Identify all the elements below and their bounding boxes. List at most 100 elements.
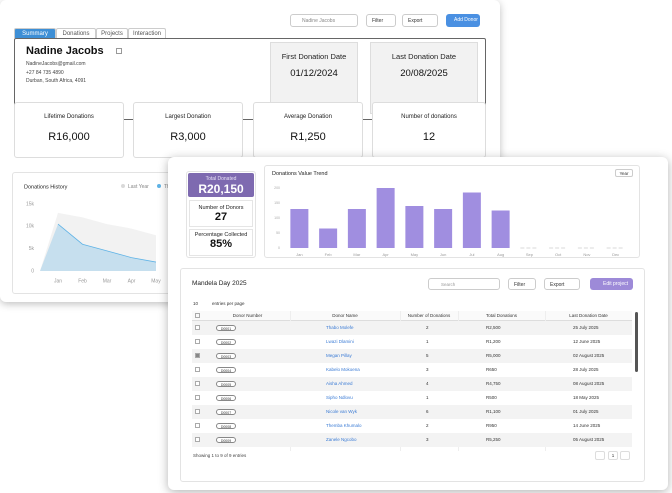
table-cell: 08 August 2025 xyxy=(573,381,605,386)
stat-value: R1,250 xyxy=(290,131,326,143)
year-button[interactable]: Year xyxy=(615,169,633,177)
table-cell: 5 xyxy=(426,353,429,358)
donor-name-link[interactable]: Sipho Ndlovu xyxy=(326,395,353,400)
row-checkbox[interactable] xyxy=(195,381,200,386)
table-cell: 25 July 2025 xyxy=(573,325,599,330)
export-button[interactable]: Export xyxy=(402,14,438,27)
date-label: Last Donation Date xyxy=(391,52,457,61)
table-search[interactable]: Search xyxy=(428,278,500,290)
table-cell: 2 xyxy=(426,325,429,330)
pct-box xyxy=(189,229,253,256)
donor-number-badge: D0004 xyxy=(216,367,236,373)
table-cell: 01 July 2025 xyxy=(573,409,599,414)
donor-number-badge: D0001 xyxy=(216,325,236,331)
donor-name-link[interactable]: Aisha Ahmed xyxy=(326,381,353,386)
row-checkbox[interactable] xyxy=(195,423,200,428)
donor-name: Nadine Jacobs xyxy=(26,45,104,57)
donor-number-badge: D0006 xyxy=(216,395,236,401)
date-value: 01/12/2024 xyxy=(290,68,338,79)
donor-name-link[interactable]: Thabo Molefe xyxy=(326,325,354,330)
next-page[interactable] xyxy=(620,451,630,460)
donor-name-link[interactable]: Themba Khumalo xyxy=(326,423,362,428)
table-title: Mandela Day 2025 xyxy=(192,280,247,287)
table-row xyxy=(192,321,632,335)
table-cell: 3 xyxy=(426,367,429,372)
row-checkbox[interactable] xyxy=(195,339,200,344)
table-row xyxy=(192,405,632,419)
table-row xyxy=(192,419,632,433)
table-cell: 4 xyxy=(426,381,429,386)
row-checkbox[interactable] xyxy=(195,353,200,358)
search-box[interactable]: Nadine Jacobs xyxy=(290,14,358,27)
tab[interactable]: Projects xyxy=(96,28,128,38)
total-label: Total Donated xyxy=(205,176,237,182)
table-footer: Showing 1 to 9 of 9 entries xyxy=(193,453,247,458)
date-label: First Donation Date xyxy=(281,52,347,61)
stat-card xyxy=(14,102,124,158)
stat-card xyxy=(372,102,486,158)
table-cell: R1,200 xyxy=(486,339,501,344)
donors-label: Number of Donors xyxy=(198,205,244,211)
donor-name-link[interactable]: Nicole van Wyk xyxy=(326,409,357,414)
total-box xyxy=(188,173,254,197)
column-header[interactable]: Donor Number xyxy=(232,313,263,318)
column-header[interactable]: Donor Name xyxy=(332,313,358,318)
donor-number-badge: D0009 xyxy=(216,437,236,443)
donor-name-link[interactable]: Kabelo Mokoena xyxy=(326,367,360,372)
table-cell: R650 xyxy=(486,367,497,372)
total-value: R20,150 xyxy=(198,182,244,196)
tab[interactable]: Interaction xyxy=(128,28,166,38)
stat-card xyxy=(253,102,363,158)
table-filter[interactable]: Filter xyxy=(508,278,536,290)
row-checkbox[interactable] xyxy=(195,409,200,414)
table-cell: 1 xyxy=(426,395,429,400)
prev-page[interactable] xyxy=(595,451,605,460)
page-size-select[interactable]: 10 xyxy=(193,301,199,306)
table-cell: R1,100 xyxy=(486,409,501,414)
table-cell: R5,000 xyxy=(486,353,501,358)
table-row xyxy=(192,377,632,391)
stat-value: R16,000 xyxy=(48,131,90,143)
filter-button[interactable]: Filter xyxy=(366,14,396,27)
tab[interactable]: Donations xyxy=(56,28,96,38)
row-checkbox[interactable] xyxy=(195,437,200,442)
stat-label: Largest Donation xyxy=(165,114,211,120)
row-checkbox[interactable] xyxy=(195,325,200,330)
table-cell: R2,500 xyxy=(486,325,501,330)
table-cell: 02 August 2025 xyxy=(573,353,605,358)
table-row xyxy=(192,349,632,363)
table-cell: 05 August 2025 xyxy=(573,437,605,442)
table-cell: R500 xyxy=(486,395,497,400)
donors-value: 27 xyxy=(214,211,228,223)
chart-title: Donations Value Trend xyxy=(272,171,328,177)
row-checkbox[interactable] xyxy=(195,395,200,400)
column-header[interactable]: Last Donation Date xyxy=(569,313,608,318)
table-cell: 3 xyxy=(426,437,429,442)
scrollbar xyxy=(635,312,638,372)
page-button[interactable]: 1 xyxy=(608,451,618,460)
column-header[interactable]: Total Donations xyxy=(485,313,518,318)
table-cell: 2 xyxy=(426,423,429,428)
stat-card xyxy=(133,102,243,158)
stat-value: R3,000 xyxy=(170,131,206,143)
date-value: 20/08/2025 xyxy=(400,68,448,79)
table-cell: 6 xyxy=(426,409,429,414)
pct-label: Percentage Collected xyxy=(194,232,248,238)
edit-project-button[interactable]: Edit project xyxy=(590,278,633,290)
tab[interactable]: Summary xyxy=(14,28,56,38)
row-checkbox[interactable] xyxy=(195,367,200,372)
entries-label: entries per page xyxy=(212,301,245,306)
column-header[interactable]: Number of Donations xyxy=(407,313,451,318)
table-cell: 1 xyxy=(426,339,429,344)
table-cell: R4,750 xyxy=(486,381,501,386)
stat-label: Average Donation xyxy=(284,114,332,120)
pct-value: 85% xyxy=(209,238,233,250)
add-donor-button[interactable]: Add Donor xyxy=(446,14,480,27)
donor-name-link[interactable]: Lwazi Dlamini xyxy=(326,339,354,344)
table-export[interactable]: Export xyxy=(544,278,580,290)
donor-number-badge: D0008 xyxy=(216,423,236,429)
donor-name-link[interactable]: Zanele Ngcobo xyxy=(326,437,357,442)
donor-number-badge: D0007 xyxy=(216,409,236,415)
donor-name-link[interactable]: Megan Pillay xyxy=(326,353,352,358)
